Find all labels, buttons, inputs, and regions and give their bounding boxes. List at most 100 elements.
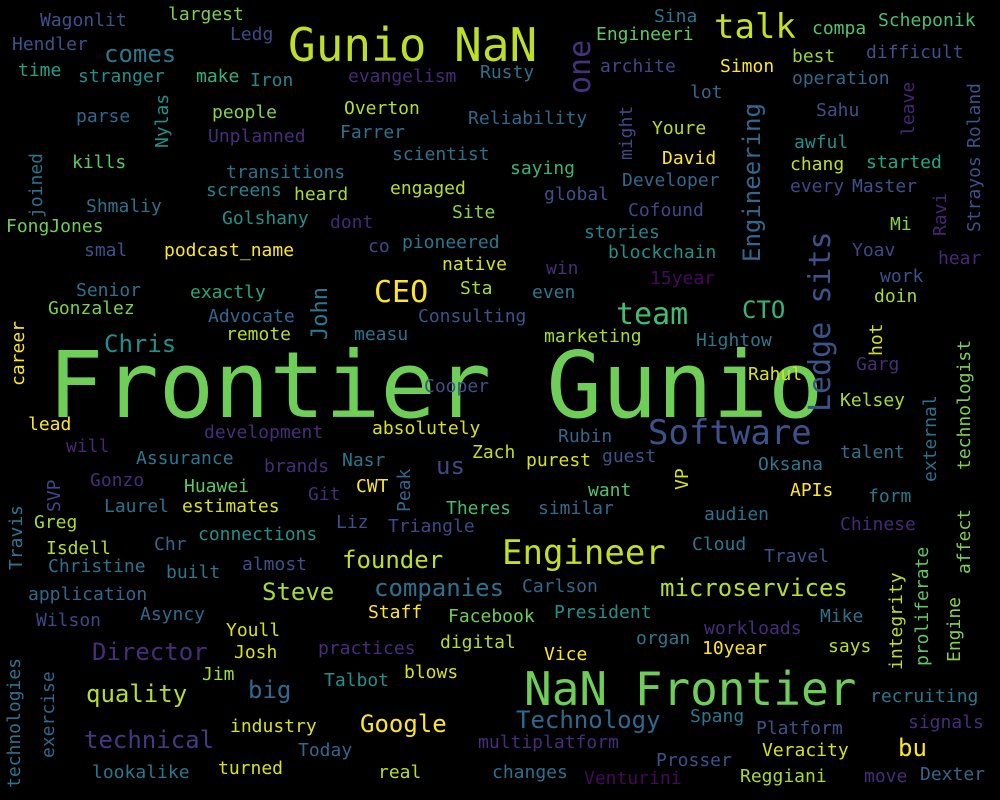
- word: Steve: [262, 578, 335, 606]
- word: talent: [840, 442, 906, 463]
- word: remote: [226, 324, 292, 345]
- word: doin: [874, 286, 918, 307]
- word: big: [248, 676, 292, 704]
- word: Jim: [202, 664, 235, 685]
- word: Reliability: [468, 108, 588, 129]
- word: bu: [898, 734, 927, 762]
- word: Mike: [820, 606, 864, 627]
- word: CEO: [374, 275, 429, 310]
- word: co: [368, 236, 390, 257]
- word: Hendler: [12, 34, 88, 55]
- word: Josh: [234, 642, 278, 663]
- word: founder: [342, 546, 444, 574]
- word: lead: [28, 414, 72, 435]
- word: hear: [938, 248, 982, 269]
- word: proliferate: [912, 546, 933, 666]
- word: blows: [404, 662, 459, 683]
- word: screens: [206, 180, 282, 201]
- word: lookalike: [92, 762, 190, 783]
- word: Roland: [964, 82, 985, 148]
- word: Golshany: [222, 208, 309, 229]
- word: Master: [852, 176, 918, 197]
- word: Git: [308, 484, 341, 505]
- word: transitions: [226, 162, 346, 183]
- word: real: [378, 762, 422, 783]
- word: lot: [690, 82, 723, 103]
- word: microservices: [660, 574, 848, 602]
- word: multiplatform: [478, 732, 619, 753]
- word: Laurel: [104, 496, 170, 517]
- word: Greg: [34, 512, 78, 533]
- word: Facebook: [448, 606, 535, 627]
- word: people: [212, 102, 278, 123]
- word: leave: [898, 81, 919, 136]
- word: Senior: [76, 280, 142, 301]
- word: absolutely: [372, 418, 481, 439]
- word: Site: [452, 202, 496, 223]
- word: Engineer: [502, 533, 666, 573]
- word: want: [588, 480, 632, 501]
- word: 10year: [702, 638, 768, 659]
- word: Peak: [394, 468, 415, 512]
- word: changes: [492, 762, 568, 783]
- word: hot: [866, 323, 887, 356]
- word: integrity: [886, 572, 907, 670]
- word: similar: [538, 498, 614, 519]
- word: Dexter: [920, 764, 986, 785]
- word: heard: [294, 184, 349, 205]
- word: organ: [636, 628, 691, 649]
- word: Triangle: [388, 516, 475, 537]
- word: native: [442, 254, 508, 275]
- word: Zach: [472, 442, 516, 463]
- word: Isdell: [46, 538, 112, 559]
- word: Staff: [368, 602, 423, 623]
- word: application: [28, 584, 148, 605]
- word: difficult: [866, 42, 964, 63]
- word: comes: [104, 40, 177, 68]
- word: connections: [198, 524, 318, 545]
- word: dont: [330, 212, 374, 233]
- word: Today: [298, 740, 353, 761]
- word: President: [554, 602, 652, 623]
- word: Chris: [104, 330, 177, 358]
- word: move: [864, 766, 908, 787]
- word: Gonzalez: [48, 298, 135, 319]
- word: VP: [672, 468, 693, 490]
- word: Engine: [944, 596, 965, 662]
- word: Travis: [6, 504, 27, 570]
- word: engaged: [390, 178, 466, 199]
- word: Wagonlit: [40, 10, 127, 31]
- word: workloads: [704, 618, 802, 639]
- word: Software: [648, 413, 812, 453]
- word: Talbot: [324, 670, 390, 691]
- word: global: [544, 184, 610, 205]
- word: CWT: [356, 476, 389, 497]
- word: Sahu: [816, 100, 860, 121]
- word: Unplanned: [208, 126, 306, 147]
- word: external: [920, 395, 941, 482]
- word: talk: [714, 7, 796, 47]
- word: Youre: [652, 118, 707, 139]
- word: evangelism: [348, 66, 457, 87]
- word: Sta: [460, 278, 493, 299]
- word: Developer: [622, 170, 720, 191]
- word: started: [866, 152, 942, 173]
- word: Gonzo: [90, 470, 145, 491]
- word: Engineeri: [596, 24, 694, 45]
- word: Platform: [756, 718, 843, 739]
- word: Gunio NaN: [288, 18, 538, 72]
- word: Kelsey: [840, 390, 906, 411]
- word: marketing: [544, 326, 642, 347]
- word: best: [792, 46, 836, 67]
- word: time: [18, 60, 62, 81]
- word: technical: [84, 726, 215, 754]
- word: stranger: [78, 66, 165, 87]
- word: will: [66, 436, 110, 457]
- word: make: [196, 66, 240, 87]
- word: compa: [812, 18, 867, 39]
- word: operation: [792, 68, 890, 89]
- word: NaN Frontier: [524, 662, 857, 716]
- word: brands: [264, 456, 330, 477]
- word: Theres: [446, 498, 512, 519]
